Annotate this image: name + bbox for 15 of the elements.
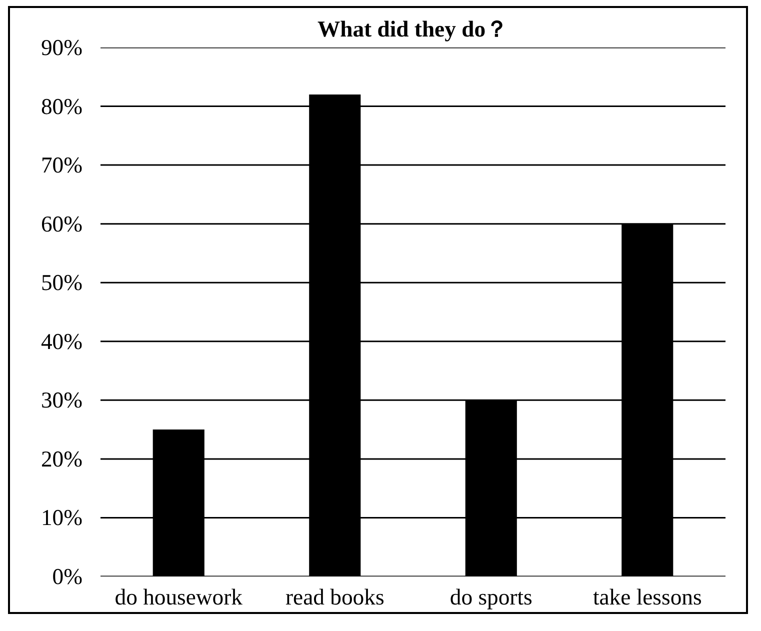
- y-tick-label: 70%: [40, 152, 83, 178]
- y-tick-label: 20%: [40, 446, 83, 472]
- y-tick-label: 0%: [52, 564, 83, 589]
- x-tick-label: take lessons: [592, 584, 702, 610]
- x-tick-label: read books: [285, 584, 384, 610]
- y-tick-label: 50%: [40, 270, 83, 296]
- y-tick-label: 40%: [40, 328, 83, 354]
- y-tick-label: 10%: [40, 505, 83, 530]
- x-tick-label: do sports: [450, 584, 532, 610]
- chart-title: What did they do？: [317, 16, 509, 42]
- y-tick-label: 30%: [40, 388, 83, 413]
- y-tick-label: 80%: [40, 94, 83, 119]
- y-tick-label: 90%: [40, 35, 83, 60]
- y-tick-label: 60%: [40, 211, 83, 236]
- x-tick-label: do housework: [114, 584, 244, 610]
